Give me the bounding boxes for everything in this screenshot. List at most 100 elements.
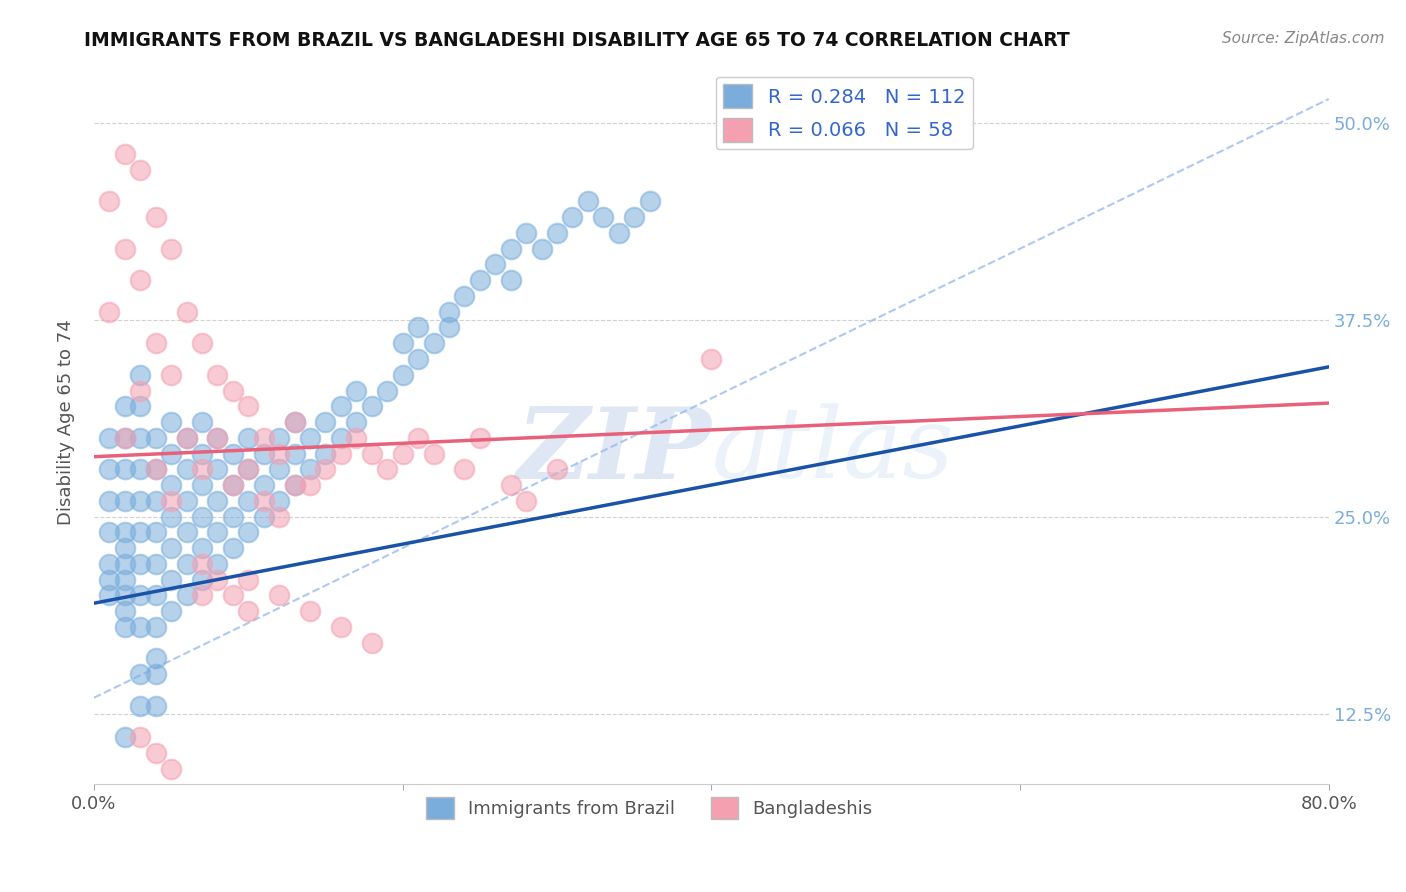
Point: [114, 431, 136, 445]
Point: [145, 557, 167, 571]
Point: [561, 210, 583, 224]
Point: [114, 462, 136, 476]
Point: [284, 478, 307, 492]
Point: [129, 162, 152, 177]
Point: [499, 478, 522, 492]
Point: [530, 242, 553, 256]
Point: [145, 462, 167, 476]
Point: [375, 384, 398, 398]
Point: [546, 226, 568, 240]
Point: [299, 604, 322, 618]
Point: [207, 557, 229, 571]
Point: [222, 509, 245, 524]
Point: [98, 588, 121, 602]
Point: [468, 273, 491, 287]
Point: [253, 446, 276, 460]
Point: [453, 462, 475, 476]
Point: [269, 446, 291, 460]
Point: [114, 557, 136, 571]
Point: [145, 431, 167, 445]
Point: [176, 525, 198, 540]
Point: [607, 226, 630, 240]
Point: [160, 415, 183, 429]
Point: [207, 431, 229, 445]
Point: [191, 462, 214, 476]
Point: [207, 573, 229, 587]
Point: [238, 431, 260, 445]
Point: [129, 368, 152, 382]
Point: [238, 573, 260, 587]
Point: [129, 730, 152, 744]
Point: [269, 509, 291, 524]
Point: [114, 604, 136, 618]
Point: [623, 210, 645, 224]
Point: [114, 620, 136, 634]
Point: [360, 446, 382, 460]
Point: [284, 415, 307, 429]
Point: [129, 525, 152, 540]
Point: [484, 257, 506, 271]
Point: [129, 384, 152, 398]
Point: [145, 651, 167, 665]
Point: [160, 762, 183, 776]
Point: [145, 525, 167, 540]
Point: [299, 478, 322, 492]
Point: [468, 431, 491, 445]
Point: [191, 588, 214, 602]
Point: [329, 620, 352, 634]
Point: [422, 446, 444, 460]
Point: [160, 242, 183, 256]
Point: [284, 446, 307, 460]
Point: [145, 620, 167, 634]
Point: [299, 431, 322, 445]
Point: [269, 462, 291, 476]
Point: [191, 509, 214, 524]
Point: [314, 415, 336, 429]
Point: [269, 431, 291, 445]
Point: [344, 431, 367, 445]
Point: [222, 588, 245, 602]
Point: [129, 698, 152, 713]
Point: [114, 588, 136, 602]
Point: [253, 493, 276, 508]
Point: [98, 431, 121, 445]
Point: [98, 557, 121, 571]
Point: [98, 194, 121, 209]
Point: [207, 525, 229, 540]
Point: [391, 336, 413, 351]
Point: [499, 273, 522, 287]
Point: [191, 573, 214, 587]
Point: [238, 399, 260, 413]
Point: [437, 320, 460, 334]
Point: [437, 304, 460, 318]
Point: [129, 493, 152, 508]
Point: [160, 541, 183, 555]
Point: [329, 431, 352, 445]
Point: [284, 478, 307, 492]
Point: [253, 431, 276, 445]
Text: IMMIGRANTS FROM BRAZIL VS BANGLADESHI DISABILITY AGE 65 TO 74 CORRELATION CHART: IMMIGRANTS FROM BRAZIL VS BANGLADESHI DI…: [84, 31, 1070, 50]
Point: [129, 273, 152, 287]
Point: [145, 493, 167, 508]
Text: Source: ZipAtlas.com: Source: ZipAtlas.com: [1222, 31, 1385, 46]
Point: [253, 509, 276, 524]
Point: [344, 384, 367, 398]
Point: [222, 384, 245, 398]
Point: [191, 557, 214, 571]
Point: [576, 194, 599, 209]
Point: [253, 478, 276, 492]
Point: [98, 573, 121, 587]
Point: [207, 493, 229, 508]
Text: atlas: atlas: [711, 403, 955, 499]
Point: [314, 446, 336, 460]
Point: [191, 415, 214, 429]
Point: [176, 462, 198, 476]
Point: [176, 304, 198, 318]
Point: [129, 588, 152, 602]
Point: [145, 698, 167, 713]
Point: [191, 336, 214, 351]
Point: [114, 541, 136, 555]
Y-axis label: Disability Age 65 to 74: Disability Age 65 to 74: [58, 319, 75, 524]
Point: [222, 478, 245, 492]
Point: [176, 493, 198, 508]
